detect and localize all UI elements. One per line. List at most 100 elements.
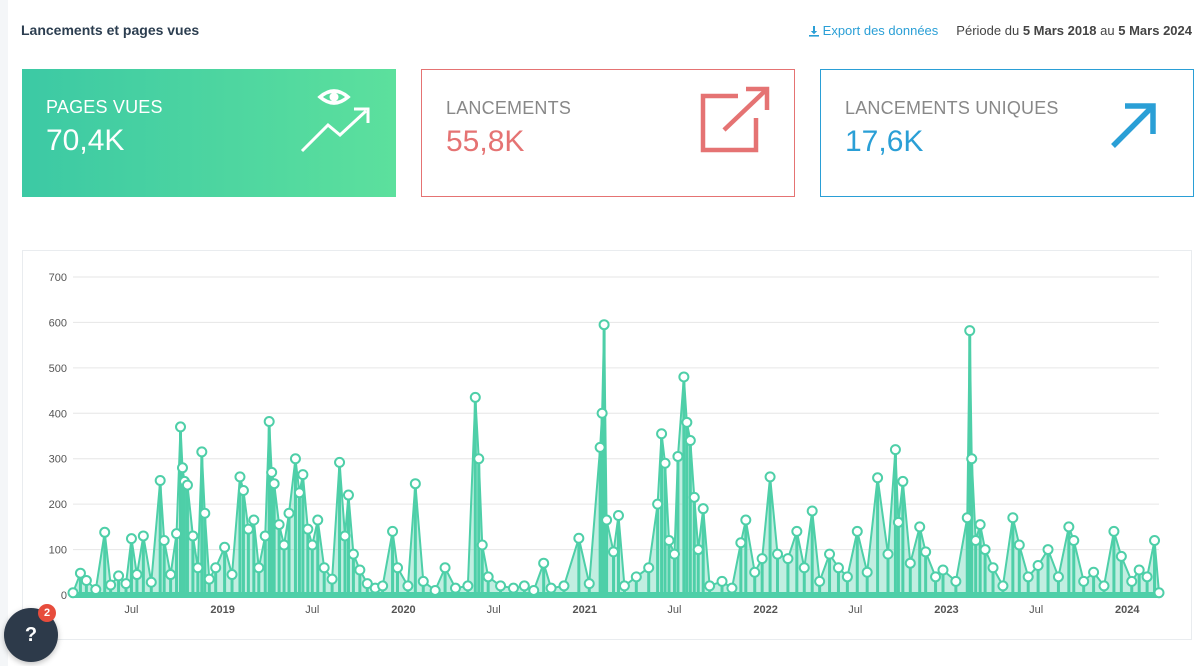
data-point: [684, 435, 696, 447]
data-point: [1153, 587, 1165, 599]
download-icon: [808, 25, 819, 37]
data-point: [735, 537, 747, 549]
pages-views-value: 70,4K: [46, 124, 125, 157]
launches-card[interactable]: LANCEMENTS 55,8K: [421, 69, 795, 197]
data-point: [449, 582, 461, 594]
data-point: [248, 514, 260, 526]
data-point: [950, 575, 962, 587]
data-point: [920, 546, 932, 558]
x-tick-label: 2019: [210, 604, 234, 616]
data-point: [473, 453, 485, 465]
data-point: [219, 541, 231, 553]
data-point: [469, 391, 481, 403]
data-point: [538, 557, 550, 569]
data-point: [165, 569, 177, 581]
x-tick-label: Jul: [667, 604, 681, 616]
data-point: [237, 485, 249, 497]
data-point: [749, 566, 761, 578]
data-point: [318, 562, 330, 574]
data-point: [861, 566, 873, 578]
data-point: [306, 539, 318, 551]
x-tick-label: Jul: [487, 604, 501, 616]
x-tick-label: Jul: [305, 604, 319, 616]
data-point: [417, 575, 429, 587]
data-point: [377, 580, 389, 592]
unique-launches-card[interactable]: LANCEMENTS UNIQUES 17,6K: [820, 69, 1194, 197]
data-point: [681, 416, 693, 428]
data-point: [806, 505, 818, 517]
data-point: [897, 475, 909, 487]
data-point: [192, 562, 204, 574]
data-point: [226, 569, 238, 581]
pages-views-label: PAGES VUES: [46, 97, 163, 117]
data-point: [726, 582, 738, 594]
data-point: [283, 507, 295, 519]
data-point: [987, 562, 999, 574]
data-point: [80, 574, 92, 586]
data-point: [1108, 525, 1120, 537]
y-tick-label: 300: [49, 454, 67, 466]
data-point: [596, 407, 608, 419]
arrow-up-right-icon: [1111, 103, 1156, 148]
help-notification-badge: 2: [38, 604, 56, 622]
data-point: [339, 530, 351, 542]
section-title: Lancements et pages vues: [21, 22, 200, 38]
data-point: [791, 525, 803, 537]
y-tick-label: 100: [49, 545, 67, 557]
data-point: [764, 471, 776, 483]
data-point: [612, 510, 624, 521]
x-tick-label: Jul: [1029, 604, 1043, 616]
data-point: [462, 580, 474, 592]
data-point: [120, 578, 132, 590]
x-tick-label: 2020: [391, 604, 415, 616]
data-point: [656, 428, 668, 440]
launches-value: 55,8K: [446, 125, 525, 158]
data-point: [966, 453, 978, 465]
data-point: [824, 548, 836, 560]
data-point: [259, 530, 271, 542]
header-actions: Export des données Période du 5 Mars 201…: [808, 23, 1192, 38]
data-point: [278, 539, 290, 551]
period-prefix: Période du: [956, 23, 1020, 38]
data-point: [882, 548, 894, 560]
data-point: [756, 553, 768, 565]
pages-views-card[interactable]: PAGES VUES 70,4K: [22, 69, 396, 197]
data-point: [175, 421, 187, 433]
data-point: [171, 528, 183, 540]
y-tick-label: 700: [49, 272, 67, 284]
data-point: [1098, 580, 1110, 592]
data-point: [598, 319, 610, 331]
data-point: [583, 578, 595, 590]
data-point: [125, 533, 137, 545]
data-point: [268, 478, 280, 490]
data-point: [974, 519, 986, 531]
data-point: [1013, 539, 1025, 551]
data-point: [187, 530, 199, 542]
data-point: [312, 514, 324, 526]
data-point: [234, 471, 246, 483]
data-point: [293, 487, 305, 499]
data-point: [1141, 571, 1153, 583]
data-point: [740, 514, 752, 526]
data-point: [1149, 534, 1161, 546]
data-point: [137, 530, 149, 542]
data-point: [203, 573, 215, 585]
data-point: [832, 562, 844, 574]
period-mid: au: [1100, 23, 1115, 38]
data-point: [798, 562, 810, 574]
data-point: [1133, 564, 1145, 576]
x-tick-label: 2021: [573, 604, 597, 616]
data-point: [1088, 566, 1100, 578]
data-point: [145, 576, 157, 588]
data-point: [361, 578, 373, 590]
data-point: [131, 569, 143, 581]
data-point: [594, 441, 606, 453]
data-point: [302, 523, 314, 535]
data-point: [158, 534, 170, 546]
export-data-link[interactable]: Export des données: [808, 23, 938, 38]
data-point: [704, 580, 716, 592]
data-point: [814, 575, 826, 587]
data-point: [601, 514, 613, 526]
data-point: [904, 557, 916, 569]
data-point: [697, 503, 709, 515]
